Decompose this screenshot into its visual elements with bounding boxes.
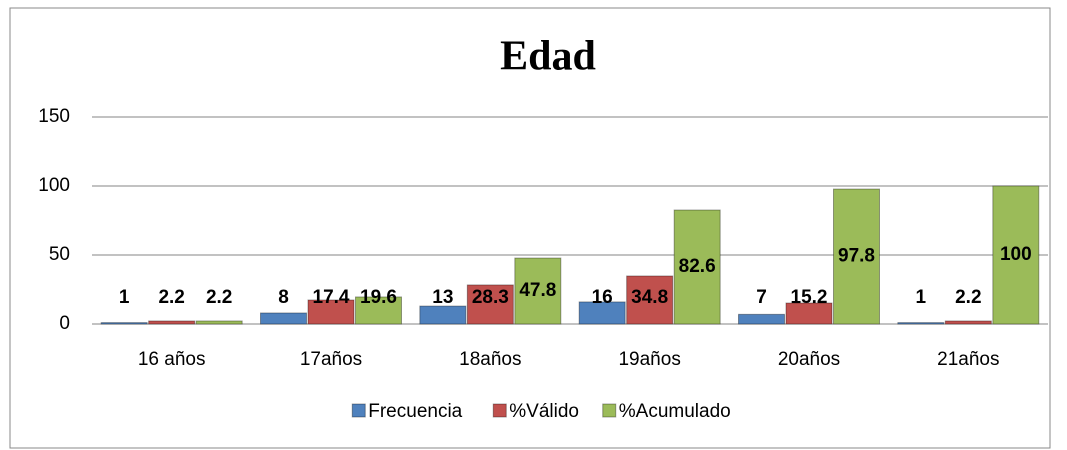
bar [673,209,721,325]
bar [148,320,196,325]
bar [626,275,674,325]
data-label: 47.8 [519,280,556,301]
data-label: 1 [916,287,927,308]
bar [992,185,1040,325]
bar [944,320,992,325]
bar [307,299,355,325]
data-label: 100 [1000,244,1032,265]
y-tick-label: 150 [38,106,70,127]
bar [260,312,307,325]
x-tick-label: 21años [937,349,999,370]
data-label: 28.3 [472,287,509,308]
y-tick-label: 50 [49,244,70,265]
legend-swatch [351,403,366,418]
x-tick-label: 19años [618,349,680,370]
bar [419,305,467,325]
data-label: 2.2 [158,287,184,308]
data-label: 13 [432,287,453,308]
bar [785,302,833,325]
bar [195,320,243,325]
bar [578,301,626,325]
data-label: 82.6 [679,256,716,277]
data-label: 19.6 [360,287,397,308]
legend-swatch [602,403,617,418]
data-label: 16 [592,287,613,308]
bar [100,322,148,325]
x-tick-label: 16 años [138,349,206,370]
bar [738,313,785,325]
bar [355,296,402,325]
y-tick-label: 0 [59,313,70,334]
data-label: 7 [756,287,767,308]
bar [466,284,514,325]
data-label: 2.2 [206,287,232,308]
data-label: 8 [278,287,289,308]
data-label: 34.8 [631,287,668,308]
chart-title: Edad [500,34,596,80]
bar [833,188,880,325]
bar [514,257,562,325]
legend-label: Frecuencia [368,401,462,422]
legend-label: %Acumulado [619,401,731,422]
data-label: 2.2 [955,287,981,308]
legend-label: %Válido [509,401,579,422]
x-tick-label: 18años [459,349,521,370]
y-tick-label: 100 [38,175,70,196]
data-label: 97.8 [838,246,875,267]
data-label: 1 [119,287,130,308]
data-label: 15.2 [791,287,828,308]
bar [897,322,945,325]
x-tick-label: 20años [778,349,840,370]
legend-swatch [492,403,507,418]
x-tick-label: 17años [300,349,362,370]
data-label: 17.4 [313,287,350,308]
